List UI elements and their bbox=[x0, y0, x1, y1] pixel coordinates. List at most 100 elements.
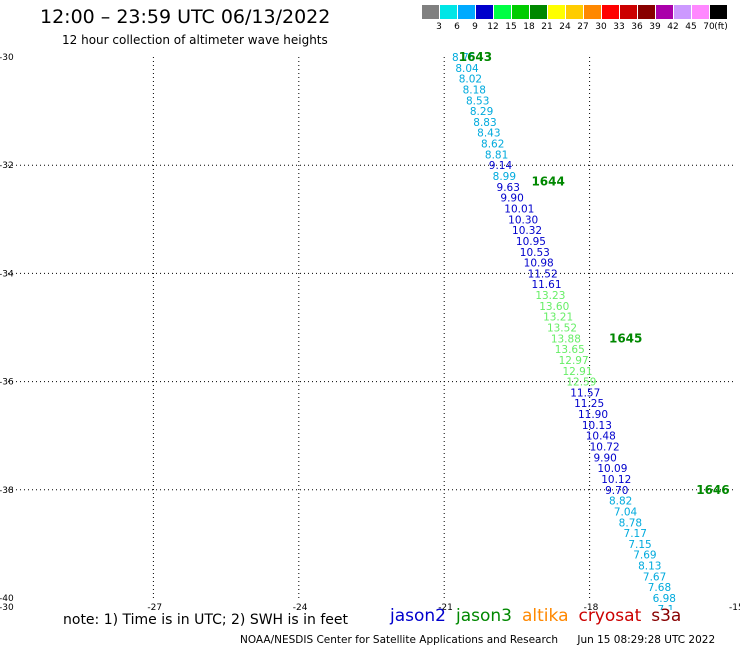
swh-value: 7.17 bbox=[624, 528, 647, 540]
swh-value: 10.95 bbox=[516, 236, 546, 248]
corner-tick-label: -30 bbox=[0, 603, 14, 610]
legend-label: 45 bbox=[685, 22, 697, 32]
footer-timestamp: Jun 15 08:29:28 UTC 2022 bbox=[577, 634, 716, 646]
track-time-label: 1643 bbox=[459, 50, 492, 64]
swh-value: 10.53 bbox=[520, 247, 550, 259]
legend-swatch bbox=[548, 5, 565, 19]
swh-value: 7.67 bbox=[643, 571, 666, 583]
swh-value: 13.52 bbox=[547, 323, 577, 335]
legend-swatch bbox=[692, 5, 709, 19]
legend-swatch bbox=[530, 5, 547, 19]
swh-value: 6.98 bbox=[653, 593, 676, 605]
lat-tick-label: -40 bbox=[0, 594, 14, 604]
legend-label: 21 bbox=[541, 22, 553, 32]
swh-value: 7.04 bbox=[614, 506, 638, 518]
legend-swatch bbox=[656, 5, 673, 19]
legend-swatch bbox=[440, 5, 457, 19]
legend-label: 12 bbox=[487, 22, 499, 32]
lat-tick-label: -34 bbox=[0, 269, 14, 279]
swh-value: 8.81 bbox=[485, 149, 508, 161]
swh-value: 8.76 bbox=[452, 52, 476, 64]
satellite-s3a: s3a bbox=[651, 606, 682, 626]
swh-value: 13.60 bbox=[539, 301, 569, 313]
track-time-label: 1645 bbox=[609, 331, 642, 345]
swh-value: 8.83 bbox=[473, 117, 496, 129]
legend-label: 9 bbox=[472, 22, 478, 32]
swh-value: 8.53 bbox=[466, 95, 489, 107]
legend-swatch bbox=[674, 5, 691, 19]
swh-value: 10.13 bbox=[582, 420, 612, 432]
lat-tick-label: -38 bbox=[0, 486, 14, 496]
swh-value: 10.32 bbox=[512, 225, 542, 237]
swh-value: 10.72 bbox=[590, 442, 620, 454]
satellite-cryosat: cryosat bbox=[578, 606, 642, 626]
swh-value: 9.63 bbox=[497, 182, 520, 194]
lat-tick-label: -30 bbox=[0, 53, 14, 63]
legend-swatch bbox=[710, 5, 727, 19]
swh-value: 9.70 bbox=[605, 485, 628, 497]
legend-label: 33 bbox=[613, 22, 625, 32]
lat-tick-label: -32 bbox=[0, 161, 14, 171]
legend-label: 15 bbox=[505, 22, 517, 32]
map-subtitle: 12 hour collection of altimeter wave hei… bbox=[62, 33, 328, 47]
swh-value: 8.43 bbox=[477, 128, 500, 140]
swh-value: 10.12 bbox=[601, 474, 631, 486]
lon-tick-label: -18 bbox=[584, 603, 599, 610]
swh-value: 11.57 bbox=[570, 387, 600, 399]
swh-value: 8.18 bbox=[463, 84, 486, 96]
legend-swatch bbox=[602, 5, 619, 19]
legend-swatch bbox=[584, 5, 601, 19]
swh-value: 10.98 bbox=[524, 258, 554, 270]
swh-value: 9.90 bbox=[593, 452, 616, 464]
swh-value: 12.97 bbox=[559, 355, 589, 367]
color-legend: 3 6 9 12 15 18 21 24 27 30 33 36 39 42 45 70 (ft) bbox=[422, 5, 728, 35]
legend-swatch bbox=[458, 5, 475, 19]
lon-tick-label: -27 bbox=[147, 603, 162, 610]
swh-value: 8.13 bbox=[638, 561, 661, 573]
swh-value: 8.02 bbox=[459, 74, 482, 86]
swh-value: 10.48 bbox=[586, 431, 616, 443]
legend-swatch bbox=[476, 5, 493, 19]
track-time-label: 1644 bbox=[531, 174, 564, 188]
legend-label: 6 bbox=[454, 22, 460, 32]
swh-value: 10.01 bbox=[504, 203, 534, 215]
swh-value: 13.23 bbox=[535, 290, 565, 302]
swh-value: 13.65 bbox=[555, 344, 585, 356]
legend-label: 36 bbox=[631, 22, 643, 32]
footer-source: NOAA/NESDIS Center for Satellite Applica… bbox=[240, 634, 558, 646]
lon-tick-label: -15 bbox=[729, 603, 740, 610]
legend-label: 30 bbox=[595, 22, 607, 32]
swh-value: 9.90 bbox=[500, 193, 523, 205]
swh-value: 8.78 bbox=[619, 517, 642, 529]
footer: NOAA/NESDIS Center for Satellite Applica… bbox=[240, 634, 731, 646]
legend-label: 3 bbox=[436, 22, 442, 32]
swh-value: 8.62 bbox=[481, 139, 504, 151]
wave-height-map: -30 -32 -34 -36 -38 -40 -27 -24 -21 -18 -15 -30 8.76… bbox=[0, 50, 740, 610]
satellite-jason2: jason2 bbox=[390, 606, 446, 626]
swh-value: 11.52 bbox=[528, 268, 558, 280]
legend-swatch bbox=[638, 5, 655, 19]
swh-value: 8.99 bbox=[493, 171, 516, 183]
legend-label: 70 bbox=[703, 22, 715, 32]
track-time-label: 1646 bbox=[696, 483, 729, 497]
legend-swatch bbox=[422, 5, 439, 19]
lon-tick-label: -21 bbox=[438, 603, 453, 610]
legend-swatch bbox=[566, 5, 583, 19]
legend-label: 42 bbox=[667, 22, 679, 32]
swh-value: 12.91 bbox=[562, 366, 592, 378]
swh-value: 12.59 bbox=[566, 377, 596, 389]
satellite-legend: jason2 jason3 altika cryosat s3a bbox=[390, 606, 691, 626]
legend-swatch bbox=[512, 5, 529, 19]
satellite-altika: altika bbox=[522, 606, 569, 626]
note-text: note: 1) Time is in UTC; 2) SWH is in fe… bbox=[63, 612, 349, 628]
swh-value: 8.04 bbox=[455, 63, 479, 75]
swh-value: 11.61 bbox=[531, 279, 561, 291]
legend-swatch bbox=[494, 5, 511, 19]
swh-value: 10.09 bbox=[597, 463, 627, 475]
swh-value: 9.14 bbox=[489, 160, 513, 172]
swh-value: 7.15 bbox=[628, 539, 651, 551]
swh-value: 7.1 bbox=[657, 604, 674, 610]
swh-value: 8.82 bbox=[609, 496, 632, 508]
swh-value: 11.25 bbox=[574, 398, 604, 410]
legend-label: 24 bbox=[559, 22, 571, 32]
